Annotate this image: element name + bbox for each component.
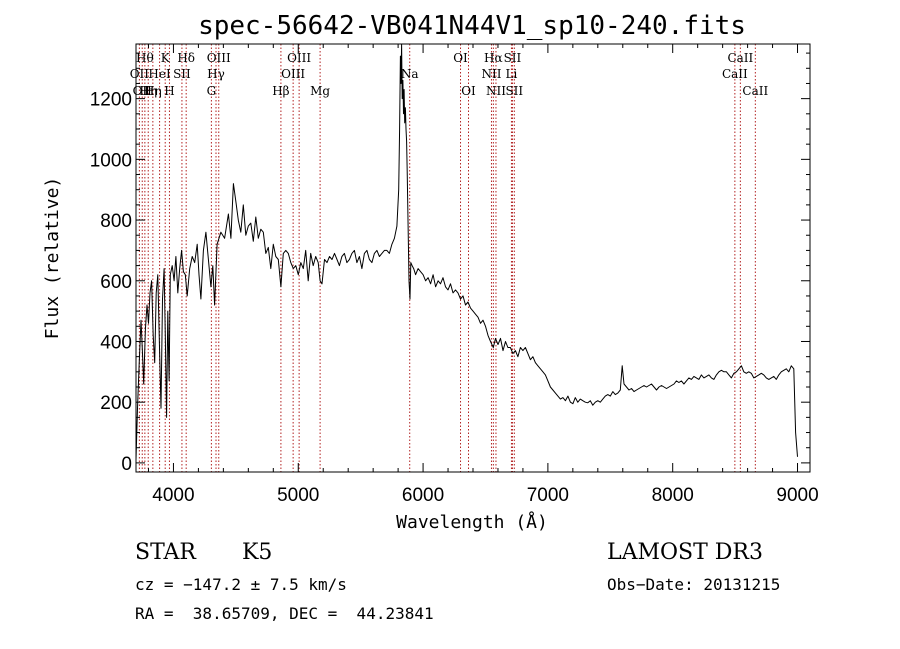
spectral-line-markers: [138, 44, 756, 472]
y-tick-label: 0: [121, 454, 132, 475]
x-tick-label: 9000: [776, 485, 818, 506]
y-tick-label: 1200: [90, 90, 132, 111]
spectral-line-label: Hβ: [272, 84, 289, 98]
spectral-line-label: Hα: [484, 51, 503, 65]
spectral-line-label: NII: [486, 84, 506, 98]
spectral-subclass: K5: [242, 540, 273, 565]
spectral-line-label: Li: [506, 67, 518, 81]
x-axis-label: Wavelength (Å): [396, 511, 548, 533]
spectral-line-label: Hη: [144, 84, 162, 98]
y-tick-label: 1000: [90, 150, 132, 171]
coordinates: RA = 38.65709, DEC = 44.23841: [135, 604, 434, 623]
x-tick-label: 5000: [277, 485, 319, 506]
x-axis-ticks: 4000 5000 6000 7000 8000 9000: [147, 44, 819, 506]
y-tick-label: 400: [100, 332, 132, 353]
spectral-line-label: Hγ: [207, 67, 225, 81]
spectral-line-label: OII: [133, 84, 153, 98]
x-tick-label: 4000: [152, 485, 194, 506]
object-class: STAR: [135, 540, 196, 565]
spectral-line-label: OIII: [207, 51, 231, 65]
spectral-line-label: OII: [130, 67, 150, 81]
redshift-readout: cz = −147.2 ± 7.5 km/s: [135, 575, 347, 594]
spectral-line-label: OI: [461, 84, 476, 98]
spectral-line-label: NII: [481, 67, 501, 81]
spectral-line-label: H: [164, 84, 174, 98]
spectral-line-label: Mg: [310, 84, 330, 98]
spectral-line-label: CaII: [727, 51, 753, 65]
y-axis-ticks: 0 200 400 600 800 1000 1200: [90, 52, 810, 475]
y-axis-label: Flux (relative): [42, 177, 63, 340]
x-tick-label: 6000: [402, 485, 444, 506]
spectral-line-label: Hθ: [136, 51, 154, 65]
spectral-line-label: CaII: [722, 67, 748, 81]
spectral-line-label: OIII: [287, 51, 311, 65]
spectrum-series: [135, 43, 798, 460]
spectral-line-label: G: [207, 84, 217, 98]
y-tick-label: 800: [100, 211, 132, 232]
spectral-line-label: OI: [453, 51, 468, 65]
y-tick-label: 200: [100, 393, 132, 414]
spectral-line-label: HeI: [148, 67, 171, 81]
spectral-line-label: Hδ: [177, 51, 195, 65]
x-tick-label: 7000: [527, 485, 569, 506]
spectral-line-label: Na: [401, 67, 419, 81]
spectral-line-label: SII: [505, 84, 523, 98]
obs-date: Obs−Date: 20131215: [607, 575, 781, 594]
spectrum-line: [135, 43, 798, 460]
spectral-line-label: CaII: [742, 84, 768, 98]
x-tick-label: 8000: [652, 485, 694, 506]
spectral-line-label: Hη: [139, 84, 157, 98]
spectral-line-label: SII: [173, 67, 191, 81]
chart-title: spec-56642-VB041N44V1_sp10-240.fits: [198, 11, 746, 41]
survey-name: LAMOST DR3: [607, 540, 763, 565]
spectral-line-label: K: [161, 51, 171, 65]
plot-frame: [135, 43, 811, 473]
y-tick-label: 600: [100, 272, 132, 293]
spectral-line-label: OIII: [281, 67, 305, 81]
spectral-line-label: SII: [504, 51, 522, 65]
